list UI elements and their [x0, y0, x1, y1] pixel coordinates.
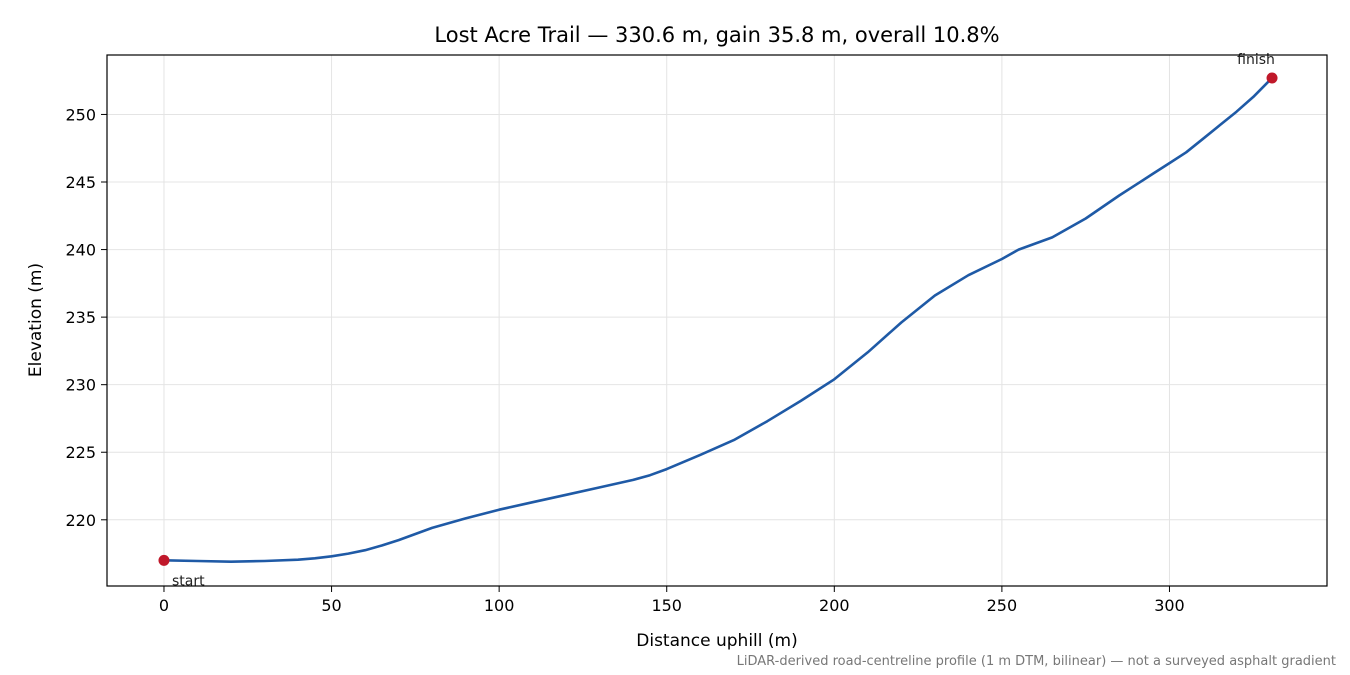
- x-tick-label: 150: [651, 596, 682, 615]
- y-tick-label: 245: [65, 173, 96, 192]
- y-tick-label: 225: [65, 443, 96, 462]
- plot-frame: [106, 54, 1328, 587]
- start-label: start: [172, 573, 205, 589]
- x-axis-label: Distance uphill (m): [636, 631, 797, 651]
- y-tick-label: 235: [65, 308, 96, 327]
- x-tick-label: 0: [159, 596, 169, 615]
- y-axis-label: Elevation (m): [26, 263, 46, 377]
- finish-marker: [1266, 72, 1278, 84]
- footnote: LiDAR-derived road-centreline profile (1…: [737, 654, 1336, 669]
- grid: [107, 55, 1327, 586]
- y-tick-label: 250: [65, 105, 96, 124]
- x-tick-label: 200: [819, 596, 850, 615]
- x-tick-label: 50: [321, 596, 341, 615]
- y-tick-label: 240: [65, 241, 96, 260]
- y-tick-label: 220: [65, 511, 96, 530]
- x-axis: 0 50 100 150 200 250 300: [159, 586, 1185, 615]
- finish-label: finish: [1237, 52, 1275, 68]
- x-tick-label: 250: [987, 596, 1018, 615]
- y-axis: 220 225 230 235 240 245 250: [65, 105, 107, 530]
- profile-line: [162, 76, 1274, 563]
- x-tick-label: 100: [484, 596, 515, 615]
- chart-title: Lost Acre Trail — 330.6 m, gain 35.8 m, …: [434, 23, 999, 47]
- markers: start finish: [158, 52, 1278, 589]
- x-tick-label: 300: [1154, 596, 1185, 615]
- start-marker: [158, 554, 170, 566]
- y-tick-label: 230: [65, 376, 96, 395]
